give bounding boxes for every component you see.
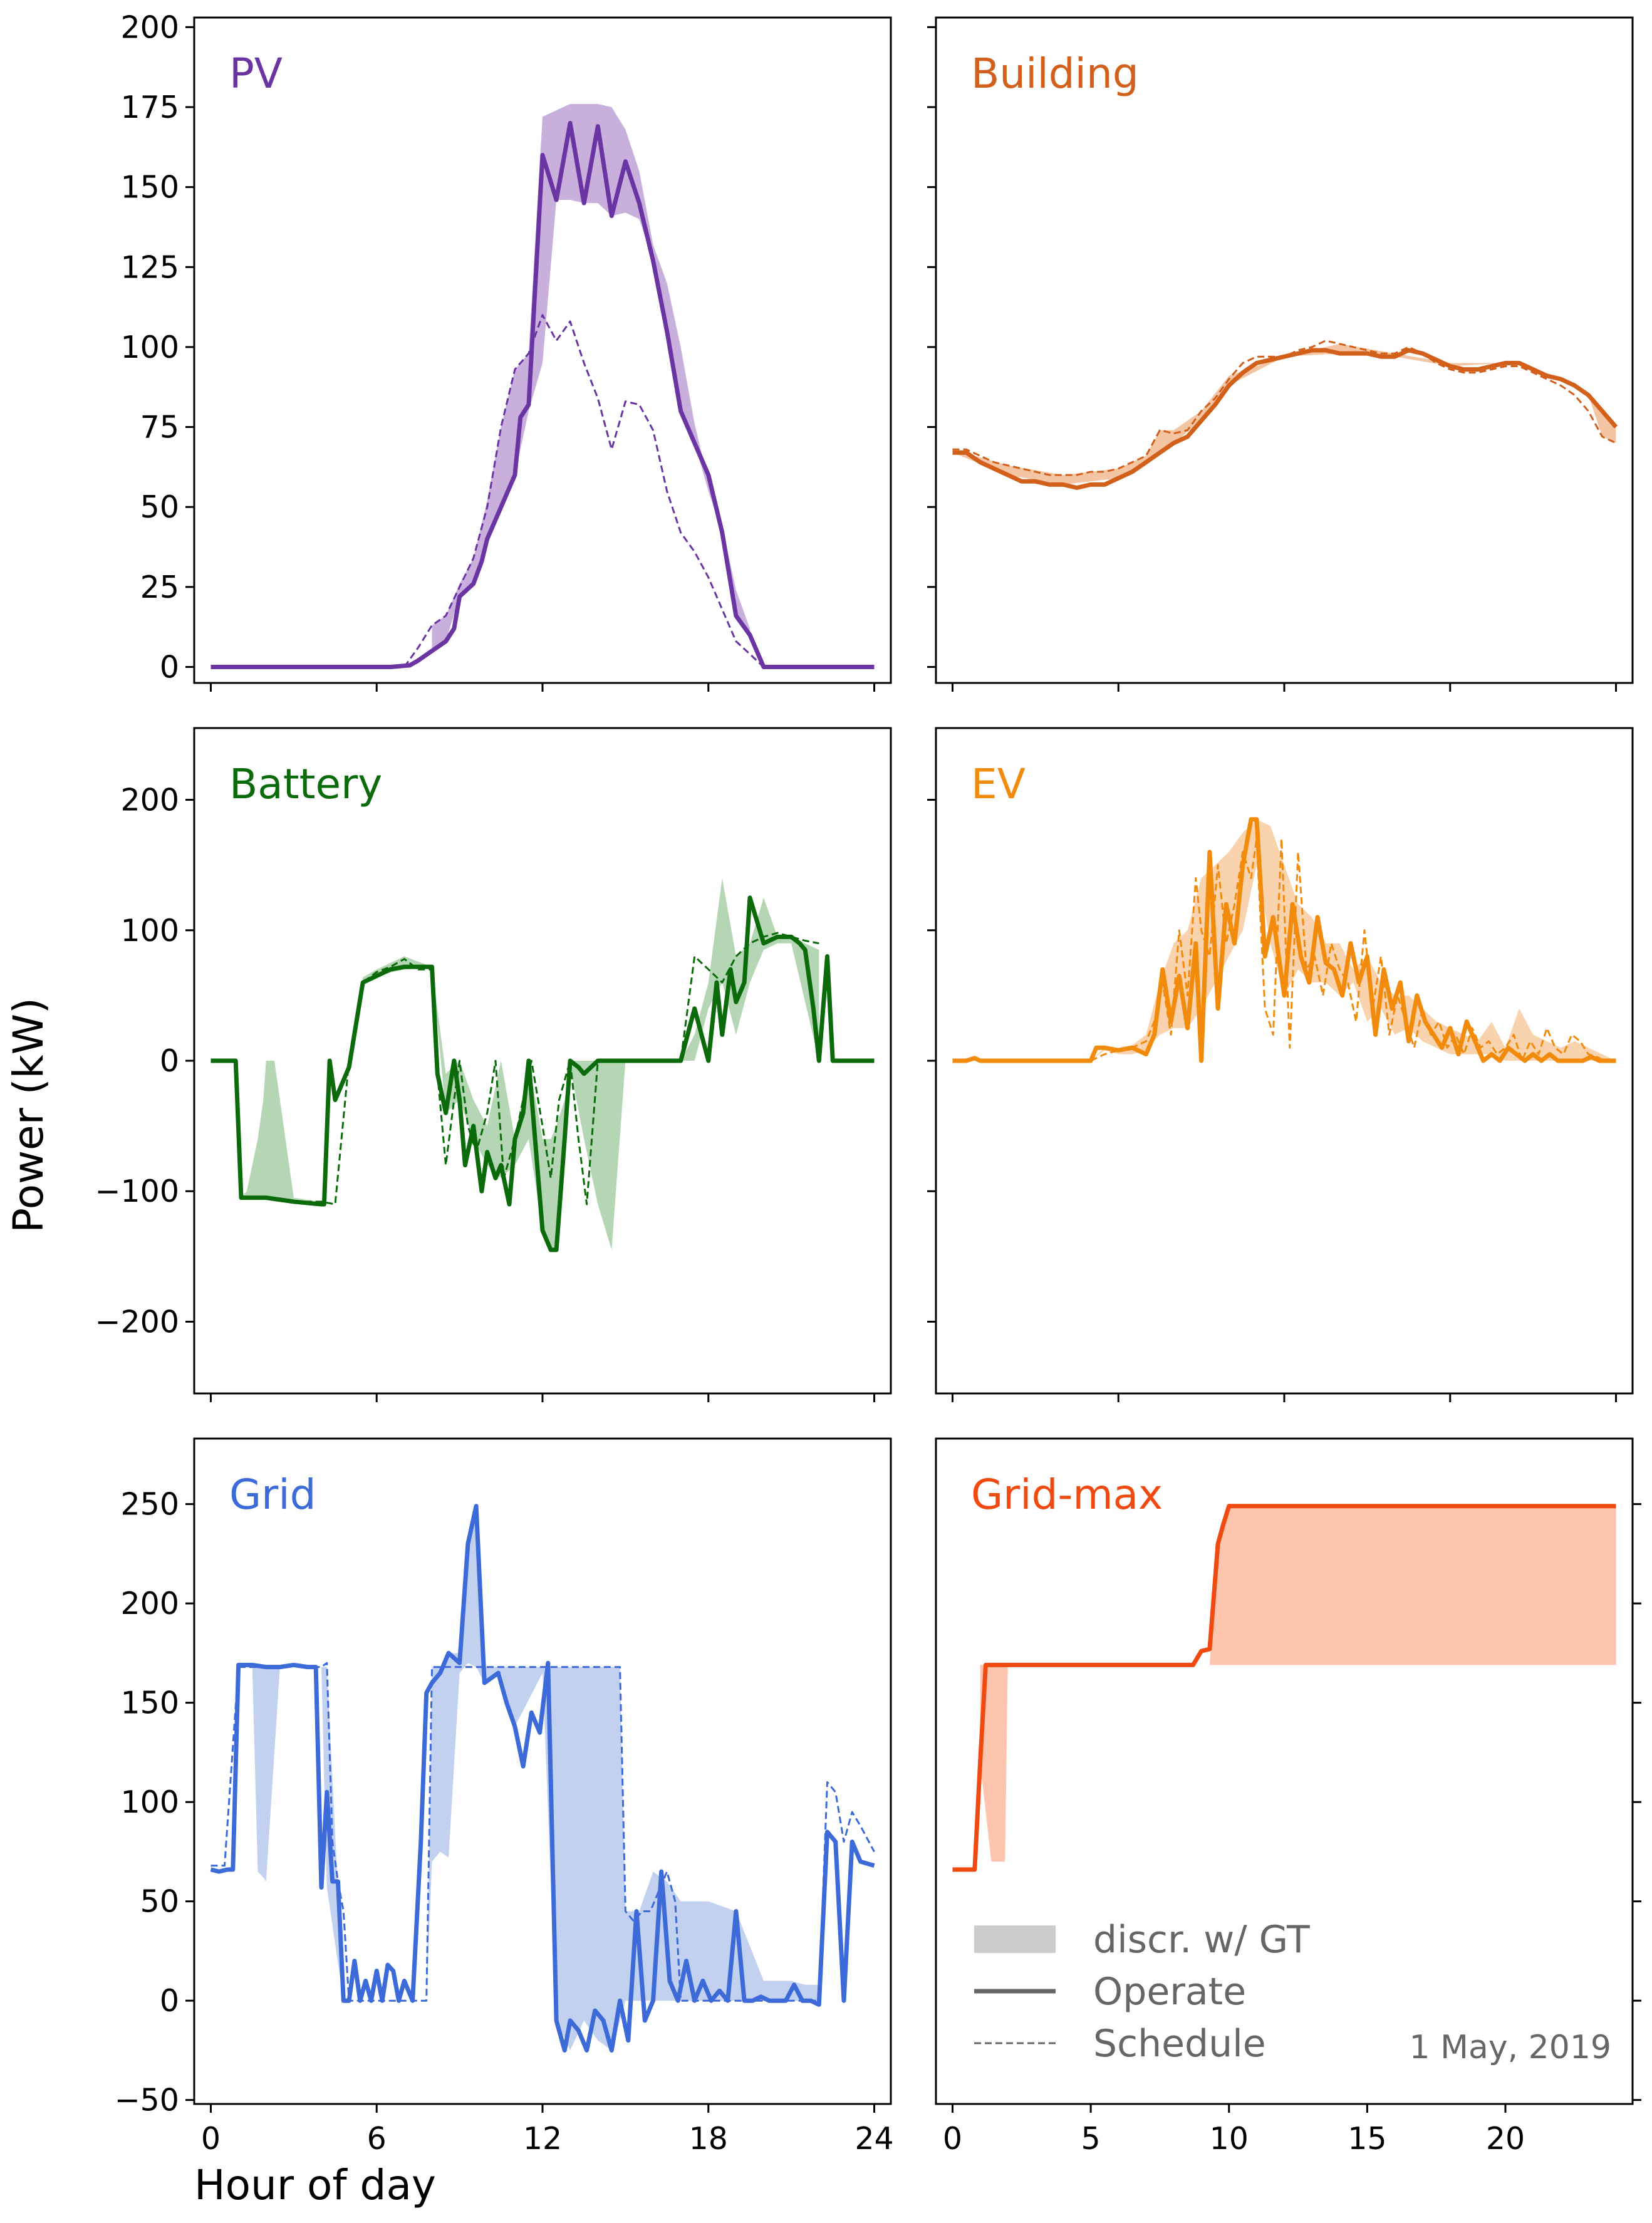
y-tick-label: 0 [160, 1983, 179, 2019]
operate-line [210, 1504, 875, 2053]
panel-title: Grid [229, 1471, 316, 1519]
plot-area [952, 1504, 1616, 1872]
panel-battery: −200 −100 0 100 200 Battery [95, 727, 892, 1402]
panel-title: Battery [229, 760, 382, 808]
y-tick-label: 25 [140, 570, 179, 605]
discrepancy-band [1091, 819, 1616, 1061]
x-tick-label: 12 [523, 2121, 562, 2157]
x-tick-label: 24 [855, 2121, 893, 2157]
x-tick-label: 18 [689, 2121, 728, 2157]
plot-area [210, 878, 875, 1252]
y-tick-label: 250 [120, 1487, 179, 1523]
panel-pv: 0 25 50 75 100 125 150 175 200 PV [120, 9, 892, 692]
panel-title: EV [971, 760, 1026, 808]
y-tick-label: 0 [160, 649, 179, 685]
y-tick-label: 100 [120, 1784, 179, 1820]
schedule-line [210, 1662, 875, 2002]
plot-area [210, 1504, 875, 2053]
legend-label: Schedule [1093, 2022, 1266, 2066]
operate-line [952, 348, 1618, 490]
axes-frame [193, 1437, 892, 2105]
schedule-line [1090, 838, 1616, 1062]
schedule-line [403, 314, 765, 668]
legend-patch [974, 1925, 1056, 1953]
y-tick-label: 75 [140, 410, 179, 445]
y-tick-label: 200 [120, 1586, 179, 1622]
y-tick-label: −100 [95, 1174, 179, 1209]
date-label: 1 May, 2019 [1409, 2029, 1611, 2066]
axes-frame [935, 1437, 1634, 2105]
y-tick-label: 175 [120, 90, 179, 125]
operate-line [210, 895, 875, 1252]
x-tick-label: 5 [1081, 2121, 1101, 2157]
y-tick-label: −50 [115, 2083, 179, 2118]
legend-label: Operate [1093, 1970, 1246, 2014]
y-tick-label: 150 [120, 170, 179, 206]
plot-area [952, 340, 1618, 490]
x-tick-label: 20 [1486, 2121, 1525, 2157]
panel-ev: EV [927, 727, 1634, 1402]
panel-title: Building [971, 49, 1139, 98]
y-tick-label: −200 [95, 1304, 179, 1340]
panel-grid: −50 0 50 100 150 200 250 0 6 12 18 24 Grid [115, 1437, 894, 2157]
y-tick-label: 50 [140, 1884, 179, 1920]
axes-frame [193, 727, 892, 1395]
x-tick-label: 0 [943, 2121, 962, 2157]
y-tick-label: 200 [120, 783, 179, 818]
plot-area [952, 817, 1616, 1063]
panel-grid-max: 0 5 10 15 20 Grid-max [935, 1437, 1641, 2157]
y-tick-label: 125 [120, 249, 179, 285]
panel-title: PV [229, 49, 283, 98]
legend-label: discr. w/ GT [1093, 1918, 1310, 1962]
y-tick-label: 200 [120, 9, 179, 45]
x-tick-label: 15 [1348, 2121, 1386, 2157]
discrepancy-band [980, 1506, 1616, 1862]
operate-line [210, 121, 875, 669]
discrepancy-band [232, 1506, 819, 2051]
x-tick-label: 10 [1210, 2121, 1249, 2157]
x-tick-label: 0 [201, 2121, 221, 2157]
y-tick-label: 100 [120, 913, 179, 949]
y-axis-title: Power (kW) [4, 997, 53, 1233]
schedule-line [241, 932, 819, 1205]
legend: discr. w/ GT Operate Schedule [974, 1918, 1310, 2066]
x-tick-label: 6 [367, 2121, 387, 2157]
panel-building: Building [927, 16, 1634, 692]
schedule-line [952, 340, 1617, 476]
x-axis-title: Hour of day [194, 2161, 436, 2209]
operate-line [952, 1504, 1616, 1872]
axes-frame [935, 16, 1634, 684]
panel-title: Grid-max [971, 1471, 1163, 1519]
y-tick-label: 50 [140, 489, 179, 525]
y-tick-label: 150 [120, 1685, 179, 1721]
plot-area [210, 103, 875, 669]
y-tick-label: 0 [160, 1043, 179, 1079]
discrepancy-band [952, 343, 1616, 485]
y-tick-label: 100 [120, 330, 179, 365]
